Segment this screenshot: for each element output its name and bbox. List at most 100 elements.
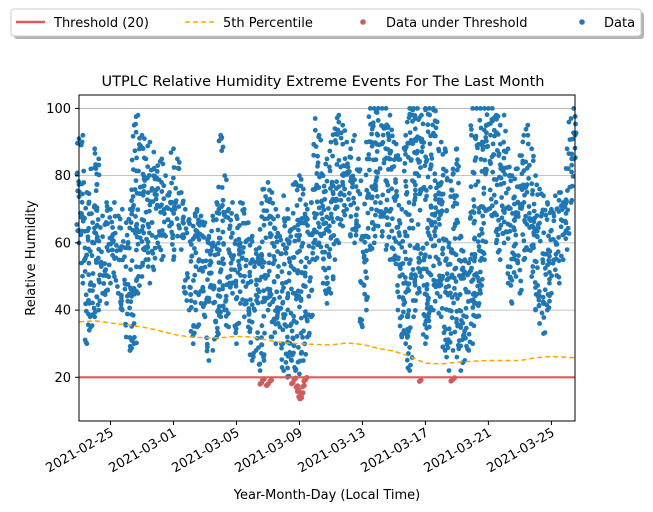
data-point (261, 313, 267, 319)
data-point (83, 292, 89, 298)
data-point (448, 178, 454, 184)
under-threshold-point (418, 377, 424, 383)
data-point (248, 340, 254, 345)
data-point (348, 146, 353, 152)
data-point (134, 155, 140, 161)
data-point (291, 343, 297, 349)
data-point (165, 206, 171, 211)
data-point (226, 206, 232, 212)
data-point (372, 233, 378, 239)
data-point (93, 166, 99, 171)
data-point (104, 204, 110, 209)
data-point (362, 259, 367, 265)
data-point (541, 193, 546, 199)
data-point (429, 222, 435, 228)
data-point (257, 227, 263, 232)
data-point (437, 294, 443, 299)
data-point (379, 229, 385, 235)
data-point (295, 268, 301, 274)
data-point (141, 230, 147, 236)
data-point (505, 146, 511, 152)
data-point (112, 200, 117, 205)
data-point (133, 230, 139, 236)
data-point (329, 179, 335, 185)
data-point (377, 166, 383, 171)
data-point (516, 253, 521, 258)
data-point (279, 269, 285, 275)
data-point (336, 112, 342, 118)
data-point (146, 173, 152, 178)
data-point (233, 330, 239, 336)
data-point (126, 245, 132, 251)
data-point (415, 106, 420, 111)
data-point (513, 241, 518, 247)
data-point (445, 337, 451, 343)
data-point (399, 334, 405, 340)
data-point (128, 299, 134, 305)
data-point (531, 208, 537, 214)
data-point (304, 255, 309, 261)
data-point (503, 128, 508, 134)
data-point (136, 142, 142, 147)
data-point (458, 308, 464, 314)
data-point (470, 305, 476, 310)
data-point (86, 199, 92, 205)
data-point (418, 251, 424, 256)
data-point (184, 298, 190, 303)
data-point (391, 164, 397, 169)
data-point (362, 291, 368, 297)
data-point (536, 294, 541, 300)
data-point (474, 106, 479, 111)
legend-percentile-label: 5th Percentile (223, 16, 313, 31)
data-point (145, 257, 151, 262)
data-point (473, 182, 479, 188)
data-point (469, 132, 474, 138)
data-point (261, 354, 266, 360)
data-point (440, 344, 446, 350)
data-point (438, 212, 443, 218)
data-point (159, 180, 165, 185)
data-point (311, 210, 317, 216)
data-point (535, 265, 540, 271)
data-point (466, 348, 472, 353)
data-point (413, 298, 418, 303)
data-point (173, 198, 179, 204)
data-point (525, 141, 531, 147)
data-point (261, 288, 267, 294)
data-point (95, 302, 101, 308)
data-point (124, 232, 130, 238)
data-point (491, 127, 497, 133)
data-point (167, 223, 172, 229)
data-point (380, 192, 386, 198)
data-point (271, 254, 277, 259)
data-point (420, 121, 426, 127)
data-point (234, 295, 240, 301)
data-point (386, 156, 392, 161)
data-point (240, 250, 246, 255)
data-point (549, 273, 555, 279)
data-point (202, 314, 208, 320)
data-point (269, 190, 275, 195)
data-point (214, 217, 219, 223)
data-point (373, 157, 379, 163)
data-point (365, 210, 371, 216)
data-point (131, 285, 137, 291)
data-point (282, 246, 288, 252)
data-point (285, 295, 290, 301)
data-point (501, 180, 507, 186)
data-point (556, 258, 562, 264)
data-point (430, 122, 435, 128)
data-point (261, 358, 267, 363)
data-point (301, 186, 306, 192)
data-point (114, 243, 119, 248)
data-point (145, 264, 151, 269)
data-point (126, 216, 132, 222)
data-point (193, 264, 199, 269)
data-point (387, 112, 393, 118)
data-point (364, 307, 369, 313)
data-point (395, 256, 401, 262)
data-point (129, 187, 135, 193)
data-point (85, 298, 91, 304)
data-point (435, 257, 441, 262)
